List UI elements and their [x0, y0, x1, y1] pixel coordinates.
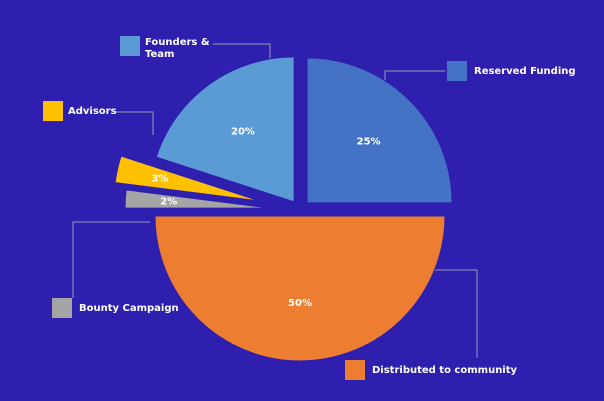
data-label: 2% [160, 197, 177, 208]
leader-line [72, 221, 150, 298]
data-label: 3% [151, 174, 168, 185]
legend-swatch [43, 101, 63, 121]
data-label: 25% [357, 136, 381, 147]
legend-label: Bounty Campaign [79, 303, 179, 314]
data-label: 20% [231, 127, 255, 138]
leader-line [432, 269, 478, 358]
data-label: 50% [288, 298, 312, 309]
leader-line [115, 111, 154, 135]
legend-swatch [447, 61, 467, 81]
pie-slice [124, 189, 271, 209]
legend-label: Reserved Funding [474, 66, 576, 77]
legend-swatch [52, 298, 72, 318]
legend-swatch [120, 36, 140, 56]
legend-label: Founders & Team [145, 37, 210, 60]
pie-slice [306, 57, 453, 204]
pie-slice [154, 215, 446, 362]
legend-label: Distributed to community [372, 365, 518, 376]
pie-slice [114, 155, 260, 202]
legend-swatch [345, 360, 365, 380]
legend-label: Advisors [68, 106, 117, 117]
pie-slice [155, 56, 295, 203]
